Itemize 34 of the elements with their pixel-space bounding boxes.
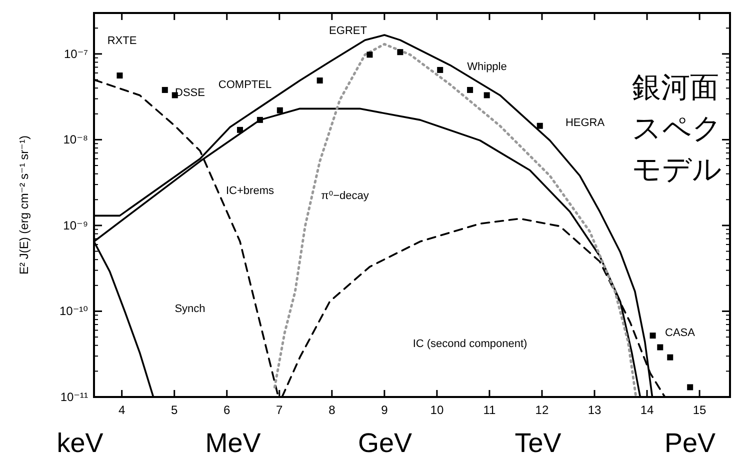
- x-tick-label: 10: [430, 403, 444, 417]
- y-tick-label: 10⁻¹⁰: [60, 304, 88, 318]
- x-tick-label: 14: [640, 403, 654, 417]
- annotation: RXTE: [107, 35, 137, 47]
- x-tick-label: 11: [483, 403, 496, 417]
- y-tick-label: 10⁻⁸: [63, 132, 88, 147]
- y-tick-label: 10⁻⁷: [64, 46, 88, 61]
- x-tick-label: 13: [588, 403, 602, 417]
- text: PeV: [664, 428, 716, 458]
- x-tick-label: 7: [276, 403, 284, 417]
- x-tick-label: 6: [224, 403, 231, 417]
- annotation: EGRET: [329, 25, 368, 37]
- text: MeV: [205, 428, 261, 458]
- annotation: HEGRA: [565, 117, 606, 129]
- text: TeV: [514, 428, 562, 458]
- x-tick-label: 8: [328, 403, 336, 417]
- annotation: IC (second component): [412, 338, 528, 350]
- annotation: CASA: [665, 327, 696, 339]
- annotation: Whipple: [467, 61, 507, 73]
- annotation: COMPTEL: [218, 79, 272, 91]
- x-tick-label: 4: [118, 403, 126, 417]
- y-tick-label: 10⁻¹¹: [60, 390, 88, 404]
- annotation: Synch: [174, 303, 206, 315]
- annotation: π⁰−decay: [321, 190, 370, 202]
- x-tick-label: 9: [381, 403, 388, 417]
- text: 銀河面スペクモデル: [632, 72, 722, 186]
- x-tick-label: 15: [692, 403, 707, 417]
- x-tick-label: 5: [171, 403, 178, 417]
- y-axis-title: E² J(E) (erg cm⁻² s⁻¹ sr⁻¹): [17, 136, 31, 274]
- x-tick-label: 12: [535, 403, 549, 417]
- y-tick-label: 10⁻⁹: [63, 218, 88, 232]
- text: keV: [56, 428, 104, 458]
- annotation: IC+brems: [226, 185, 274, 197]
- text: GeV: [358, 428, 412, 458]
